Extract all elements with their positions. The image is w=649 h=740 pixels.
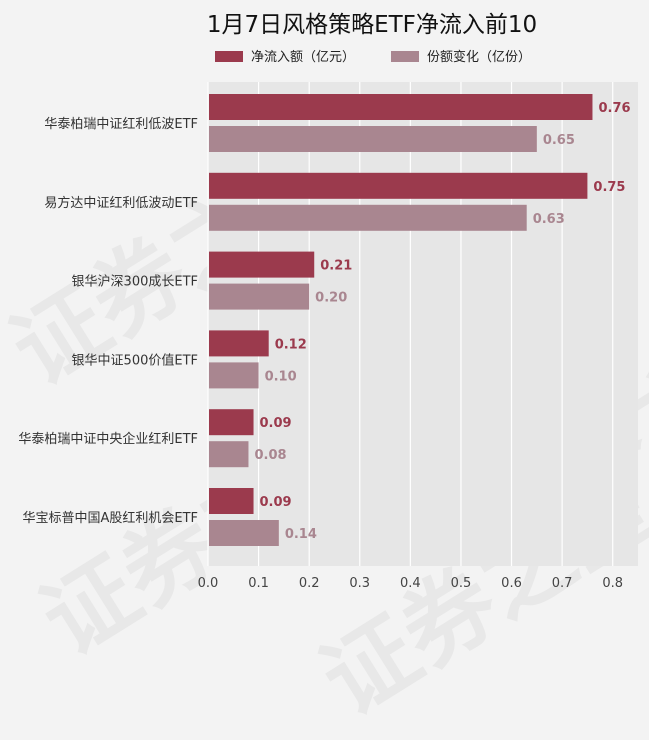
data-label: 0.21: [320, 259, 352, 274]
bar: [209, 251, 315, 278]
legend-swatch: [391, 51, 419, 62]
category-label: 银华中证500价值ETF: [72, 352, 198, 368]
x-tick-label: 0.3: [349, 576, 370, 591]
bar: [209, 283, 310, 310]
x-tick-label: 0.1: [248, 576, 269, 591]
legend-label: 份额变化（亿份）: [427, 49, 531, 65]
chart-title: 1月7日风格策略ETF净流入前10: [207, 12, 537, 38]
data-label: 0.14: [285, 527, 317, 542]
data-label: 0.08: [254, 448, 286, 463]
bar: [209, 441, 249, 468]
category-label: 华泰柏瑞中证中央企业红利ETF: [18, 431, 198, 447]
bar: [209, 94, 593, 120]
x-tick-label: 0.8: [602, 576, 623, 591]
data-label: 0.63: [533, 212, 565, 227]
bar: [209, 520, 279, 546]
bar: [209, 172, 588, 199]
data-label: 0.76: [598, 101, 630, 116]
bar: [209, 204, 527, 231]
data-label: 0.12: [275, 337, 307, 352]
category-label: 华宝标普中国A股红利机会ETF: [22, 510, 198, 526]
data-label: 0.10: [265, 369, 297, 384]
chart-svg: 0.0 0.1 0.2 0.3 0.4 0.5 0.6 0.7 0.8 1月7日风格策略ETF净流…: [18, 12, 638, 591]
plot-area: [208, 82, 638, 566]
bar: [209, 362, 259, 389]
data-label: 0.75: [593, 180, 625, 195]
legend-swatch: [215, 51, 243, 62]
x-tick-label: 0.2: [299, 576, 320, 591]
data-label: 0.20: [315, 291, 347, 306]
category-label: 华泰柏瑞中证红利低波ETF: [44, 116, 198, 132]
data-label: 0.65: [543, 133, 575, 148]
data-label: 0.09: [260, 495, 292, 510]
x-tick-label: 0.4: [400, 576, 421, 591]
legend-label: 净流入额（亿元）: [251, 50, 355, 65]
x-tick-label: 0.0: [198, 576, 219, 591]
x-tick-label: 0.7: [552, 576, 573, 591]
category-label: 易方达中证红利低波动ETF: [44, 195, 198, 211]
category-label: 银华沪深300成长ETF: [72, 274, 198, 290]
x-tick-label: 0.5: [451, 576, 472, 591]
bar: [209, 409, 254, 436]
data-label: 0.09: [260, 416, 292, 431]
bar: [209, 488, 254, 514]
x-tick-label: 0.6: [501, 576, 522, 591]
bar: [209, 330, 269, 357]
chart: 证券之星证券之星证券之星证券之星证券之星0.00.10.20.30.40.50.…: [0, 12, 649, 736]
bar: [209, 126, 537, 152]
